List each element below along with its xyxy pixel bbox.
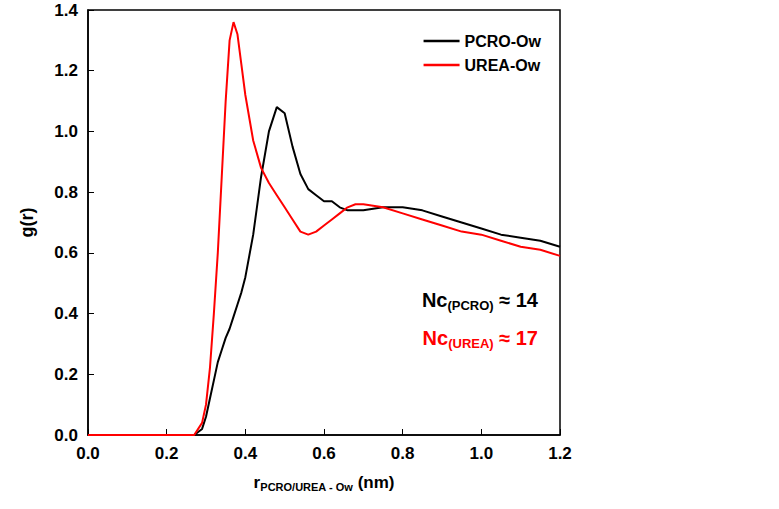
svg-text:0.6: 0.6 (54, 243, 78, 262)
svg-text:g(r): g(r) (17, 208, 37, 238)
svg-text:1.2: 1.2 (54, 61, 78, 80)
svg-text:0.6: 0.6 (312, 444, 336, 463)
svg-text:0.8: 0.8 (391, 444, 415, 463)
svg-text:0.0: 0.0 (54, 426, 78, 445)
svg-text:0.4: 0.4 (54, 304, 78, 323)
svg-text:r: r (253, 473, 261, 492)
svg-text:UREA-Ow: UREA-Ow (465, 57, 541, 74)
svg-text:0.0: 0.0 (76, 444, 100, 463)
svg-text:1.0: 1.0 (54, 122, 78, 141)
svg-text:≈ 17: ≈ 17 (494, 327, 538, 349)
svg-text:≈ 14: ≈ 14 (494, 289, 539, 311)
svg-text:1.2: 1.2 (548, 444, 572, 463)
svg-text:Nc: Nc (422, 289, 448, 311)
svg-text:0.2: 0.2 (54, 365, 78, 384)
svg-text:PCRO-Ow: PCRO-Ow (465, 33, 542, 50)
svg-text:0.2: 0.2 (155, 444, 179, 463)
svg-text:PCRO/UREA - Ow: PCRO/UREA - Ow (260, 481, 353, 493)
svg-text:0.8: 0.8 (54, 183, 78, 202)
svg-text:(PCRO): (PCRO) (447, 298, 493, 313)
svg-text:(UREA): (UREA) (448, 336, 494, 351)
svg-text:1.4: 1.4 (54, 1, 78, 20)
svg-text:1.0: 1.0 (470, 444, 494, 463)
svg-text:(nm): (nm) (353, 473, 395, 492)
svg-text:Nc: Nc (423, 327, 449, 349)
svg-text:0.4: 0.4 (234, 444, 258, 463)
